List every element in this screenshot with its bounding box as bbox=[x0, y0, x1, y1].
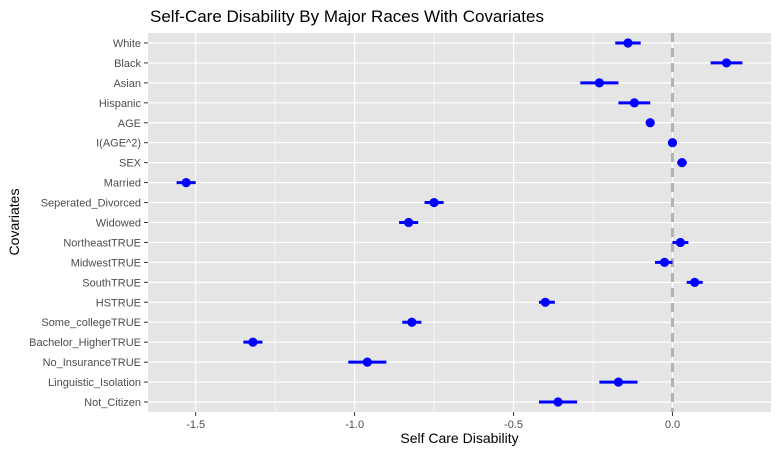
y-tick-label: Seperated_Divorced bbox=[41, 198, 141, 210]
estimate-point bbox=[675, 237, 686, 248]
y-tick-label: SEX bbox=[119, 158, 142, 170]
chart-title: Self-Care Disability By Major Races With… bbox=[150, 7, 544, 26]
y-tick-label: SouthTRUE bbox=[82, 277, 141, 289]
x-tick-label: 0.0 bbox=[665, 419, 680, 431]
estimate-point bbox=[721, 58, 732, 68]
estimate-point bbox=[181, 178, 191, 188]
estimate-point bbox=[623, 38, 633, 48]
y-tick-label: NortheastTRUE bbox=[63, 237, 141, 249]
grid-lines bbox=[148, 33, 771, 412]
estimate-point bbox=[690, 277, 700, 287]
estimate-point bbox=[553, 397, 563, 407]
estimate-point bbox=[362, 357, 372, 367]
y-tick-label: Widowed bbox=[96, 218, 141, 230]
estimate-marks bbox=[176, 38, 743, 407]
x-tick-label: -1.5 bbox=[186, 419, 205, 431]
x-tick-label: -0.5 bbox=[504, 419, 523, 431]
y-tick-label: Linguistic_Isolation bbox=[48, 377, 141, 389]
y-tick-label: Hispanic bbox=[99, 98, 142, 110]
y-tick-label: HSTRUE bbox=[96, 297, 141, 309]
estimate-point bbox=[407, 317, 417, 327]
estimate-point bbox=[667, 138, 678, 148]
estimate-point bbox=[540, 297, 550, 307]
y-axis: White Black Asian Hispanic AGE I(AGE^2) SEX Mar… bbox=[29, 38, 148, 409]
x-axis: -1.5 -1.0 -0.5 0.0 bbox=[186, 412, 680, 431]
estimate-point bbox=[429, 197, 439, 208]
y-tick-label: White bbox=[113, 38, 141, 50]
y-tick-label: Asian bbox=[113, 78, 141, 90]
y-tick-label: I(AGE^2) bbox=[96, 138, 141, 150]
estimate-point bbox=[629, 98, 639, 108]
y-tick-label: No_InsuranceTRUE bbox=[43, 357, 141, 369]
estimate-point bbox=[404, 217, 414, 228]
y-tick-label: Bachelor_HigherTRUE bbox=[29, 337, 141, 349]
x-axis-title: Self Care Disability bbox=[400, 430, 518, 446]
y-tick-label: Some_collegeTRUE bbox=[41, 317, 141, 329]
y-tick-label: Not_Citizen bbox=[84, 397, 141, 409]
y-axis-title: Covariates bbox=[6, 189, 22, 256]
estimate-point bbox=[248, 337, 258, 347]
estimate-point bbox=[659, 257, 670, 267]
y-tick-label: Married bbox=[104, 178, 141, 190]
y-tick-label: Black bbox=[114, 58, 141, 70]
estimate-point bbox=[613, 377, 624, 387]
y-tick-label: MidwestTRUE bbox=[71, 257, 141, 269]
y-tick-label: AGE bbox=[118, 118, 141, 130]
estimate-point bbox=[677, 158, 687, 168]
estimate-point bbox=[594, 78, 604, 88]
x-tick-label: -1.0 bbox=[345, 419, 364, 431]
estimate-point bbox=[645, 118, 655, 128]
